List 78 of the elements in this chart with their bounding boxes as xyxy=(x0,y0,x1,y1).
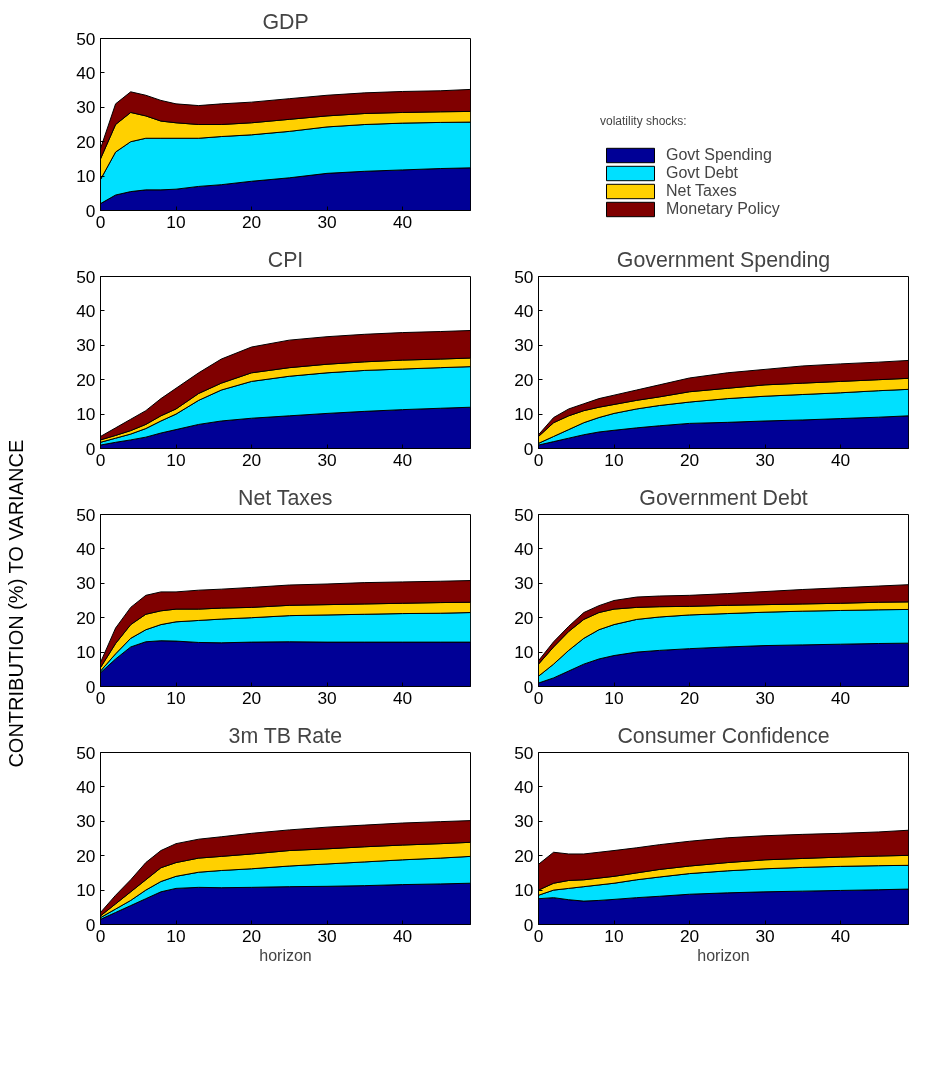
x-tick-label: 10 xyxy=(604,687,624,708)
x-tick-label: 10 xyxy=(166,211,186,232)
x-tick-label: 30 xyxy=(317,211,337,232)
y-tick-label: 10 xyxy=(76,880,96,901)
y-tick-label: 40 xyxy=(76,62,96,83)
x-tick-label: 40 xyxy=(830,687,851,708)
x-tick-label: 40 xyxy=(392,449,413,470)
chart-title: Government Debt xyxy=(639,485,808,510)
x-tick-label: 10 xyxy=(166,925,186,946)
x-tick-label: 30 xyxy=(317,687,337,708)
x-tick-label: 10 xyxy=(166,449,186,470)
x-tick-label: 20 xyxy=(679,925,700,946)
y-tick-label: 10 xyxy=(76,404,96,425)
legend-label: Govt Debt xyxy=(666,164,739,182)
x-tick-label: 10 xyxy=(604,449,624,470)
y-tick-label: 40 xyxy=(76,538,96,559)
y-tick-label: 40 xyxy=(514,300,534,321)
y-tick-label: 20 xyxy=(76,131,96,152)
y-axis-title: CONTRIBUTION (%) TO VARIANCE xyxy=(4,439,27,768)
chart-title: Consumer Confidence xyxy=(617,723,830,748)
y-tick-label: 30 xyxy=(514,335,534,356)
y-tick-label: 10 xyxy=(514,880,534,901)
x-axis-title: horizon xyxy=(697,946,750,964)
y-tick-label: 30 xyxy=(76,573,96,594)
x-tick-label: 20 xyxy=(679,687,700,708)
x-tick-label: 10 xyxy=(604,925,624,946)
y-tick-label: 50 xyxy=(76,742,96,763)
x-axis-title: horizon xyxy=(259,946,312,964)
y-tick-label: 20 xyxy=(76,845,96,866)
x-tick-label: 20 xyxy=(241,449,262,470)
legend-label: Govt Spending xyxy=(666,146,772,164)
y-tick-label: 50 xyxy=(514,742,534,763)
x-tick-label: 40 xyxy=(392,925,413,946)
x-tick-label: 30 xyxy=(755,687,775,708)
y-tick-label: 40 xyxy=(76,776,96,797)
x-tick-label: 10 xyxy=(166,687,186,708)
legend-label: Monetary Policy xyxy=(666,200,780,218)
y-tick-label: 20 xyxy=(514,369,534,390)
x-tick-label: 20 xyxy=(241,687,262,708)
chart-title: Government Spending xyxy=(616,247,831,272)
y-tick-label: 20 xyxy=(514,845,534,866)
x-tick-label: 30 xyxy=(755,925,775,946)
x-tick-label: 40 xyxy=(830,925,851,946)
y-tick-label: 30 xyxy=(76,335,96,356)
x-tick-label: 20 xyxy=(241,925,262,946)
legend-title: volatility shocks: xyxy=(600,114,688,128)
y-tick-label: 40 xyxy=(514,538,534,559)
y-tick-label: 20 xyxy=(514,607,534,628)
x-tick-label: 20 xyxy=(679,449,700,470)
y-tick-label: 50 xyxy=(76,266,96,287)
legend-label: Net Taxes xyxy=(666,182,737,200)
y-tick-label: 30 xyxy=(514,811,534,832)
y-tick-label: 50 xyxy=(76,28,96,49)
y-tick-label: 10 xyxy=(514,404,534,425)
x-tick-label: 40 xyxy=(392,211,413,232)
x-tick-label: 30 xyxy=(317,925,337,946)
y-tick-label: 20 xyxy=(76,607,96,628)
x-tick-label: 30 xyxy=(755,449,775,470)
chart-title: Net Taxes xyxy=(238,485,333,510)
y-tick-label: 30 xyxy=(76,97,96,118)
y-tick-label: 10 xyxy=(76,642,96,663)
y-tick-label: 30 xyxy=(514,573,534,594)
x-tick-label: 40 xyxy=(392,687,413,708)
y-tick-label: 30 xyxy=(76,811,96,832)
chart-title: CPI xyxy=(267,247,304,272)
y-tick-label: 10 xyxy=(76,166,96,187)
y-tick-label: 20 xyxy=(76,369,96,390)
y-tick-label: 50 xyxy=(514,266,534,287)
chart-title: GDP xyxy=(262,9,309,34)
chart-title: 3m TB Rate xyxy=(228,723,343,748)
y-tick-label: 40 xyxy=(514,776,534,797)
x-tick-label: 20 xyxy=(241,211,262,232)
x-tick-label: 30 xyxy=(317,449,337,470)
y-tick-label: 50 xyxy=(76,504,96,525)
x-tick-label: 40 xyxy=(830,449,851,470)
y-tick-label: 50 xyxy=(514,504,534,525)
y-tick-label: 40 xyxy=(76,300,96,321)
y-tick-label: 10 xyxy=(514,642,534,663)
